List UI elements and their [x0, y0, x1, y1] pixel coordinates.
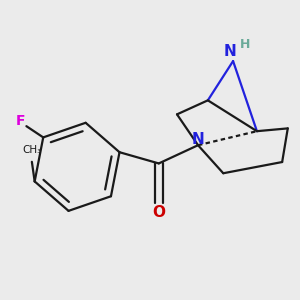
Text: H: H — [240, 38, 250, 51]
Text: O: O — [152, 205, 165, 220]
Text: N: N — [192, 132, 204, 147]
Text: CH₃: CH₃ — [22, 145, 41, 155]
Text: N: N — [223, 44, 236, 59]
Text: F: F — [16, 114, 26, 128]
